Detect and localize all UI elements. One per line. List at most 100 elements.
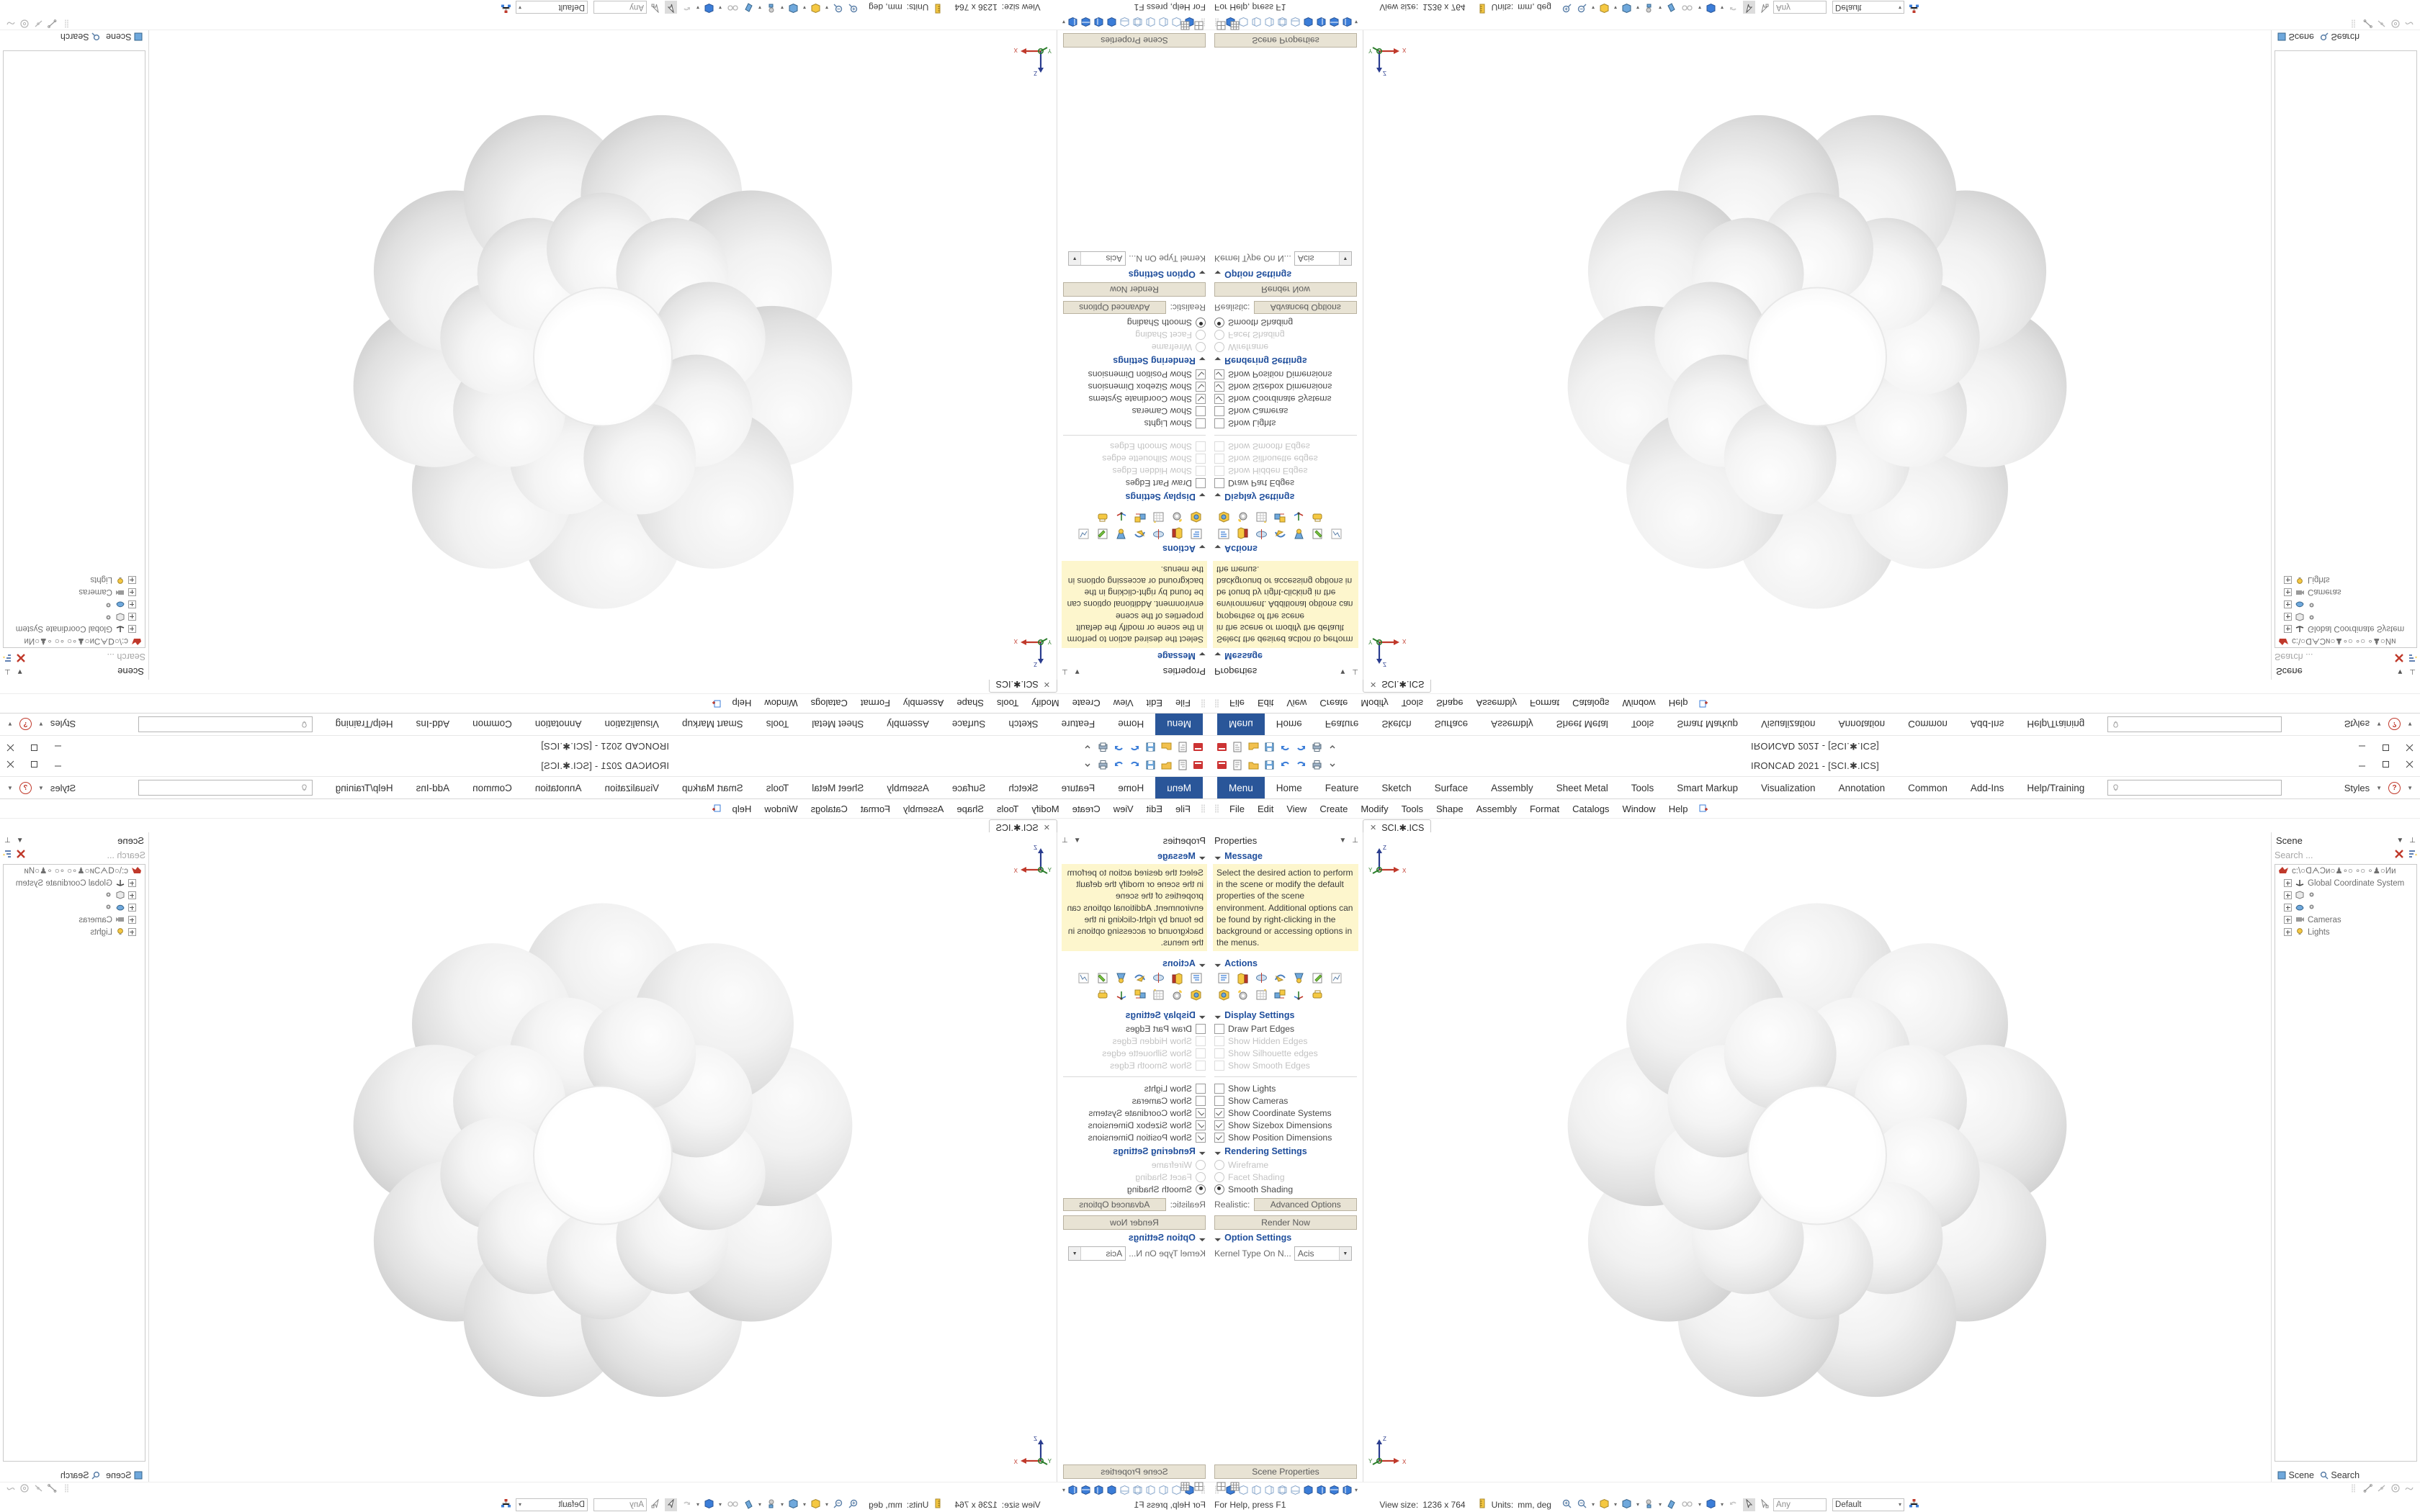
panel-pin-icon[interactable]: ⊥ bbox=[1352, 836, 1358, 845]
new-window-icon[interactable] bbox=[1698, 804, 1708, 814]
iso4-icon[interactable] bbox=[1067, 1485, 1078, 1495]
chevron-down-icon[interactable]: ▼ bbox=[37, 721, 44, 728]
checkbox-show-cameras[interactable] bbox=[1214, 1095, 1224, 1106]
iso2-icon[interactable] bbox=[1316, 17, 1327, 28]
menu-item-modify[interactable]: Modify bbox=[1031, 803, 1059, 814]
checkbox-show-position-dimensions[interactable] bbox=[1214, 1132, 1224, 1143]
display-settings-checkbox-list[interactable]: Draw Part Edges Show Hidden Edges Show S… bbox=[1210, 441, 1363, 490]
ribbon-tab-sketch[interactable]: Sketch bbox=[1381, 782, 1412, 793]
checkbox-show-lights[interactable] bbox=[1214, 418, 1224, 429]
new-icon[interactable] bbox=[1176, 759, 1188, 771]
ribbon-tab-tools[interactable]: Tools bbox=[766, 782, 789, 793]
ribbon-tab-home[interactable]: Home bbox=[1276, 719, 1302, 730]
ribbon-right-controls[interactable]: Styles ▼ ? ▼ bbox=[0, 777, 76, 798]
checkbox-row-show-sizebox-dimensions[interactable]: Show Sizebox Dimensions bbox=[1214, 381, 1363, 393]
collapse-triangle-icon-rendering[interactable]: ◢ bbox=[1214, 356, 1222, 365]
tree-row-root[interactable]: c:\○ᗡᗅƆᴎ○♟∘○ ∘○ ∘♟○Иᴎ bbox=[4, 635, 145, 647]
ribbon-tab-bar[interactable]: Menu Home Feature Sketch Surface Assembl… bbox=[1210, 713, 2420, 735]
sort-filter-icon[interactable] bbox=[3, 650, 13, 664]
iso3-icon[interactable] bbox=[1080, 1485, 1091, 1495]
chevron-down-icon[interactable]: ▼ bbox=[37, 784, 44, 791]
scene-tree[interactable]: c:\○ᗡᗅƆᴎ○♟∘○ ∘○ ∘♟○Иᴎ Global Coordinate … bbox=[3, 864, 145, 1462]
collapse-triangle-icon-actions[interactable]: ◢ bbox=[1214, 959, 1222, 968]
view-cube-toolbar[interactable]: ▾ bbox=[0, 1482, 1210, 1497]
collapse-triangle-icon-actions[interactable]: ◢ bbox=[1198, 544, 1206, 553]
menu-item-window[interactable]: Window bbox=[764, 803, 798, 814]
scene-footer-tab-search[interactable]: Search bbox=[60, 1470, 100, 1480]
chevron-down-icon-viewcube-status[interactable]: ▾ bbox=[696, 1501, 699, 1508]
radio-row-smooth-shading[interactable]: Smooth Shading bbox=[1057, 317, 1206, 329]
ribbon-tab-assembly[interactable]: Assembly bbox=[1491, 782, 1533, 793]
assembly-icon[interactable] bbox=[1133, 510, 1147, 524]
undo-view-icon[interactable] bbox=[1728, 1, 1739, 14]
gear-settings-icon[interactable] bbox=[1170, 510, 1184, 524]
grid-icon-1[interactable] bbox=[1193, 1481, 1204, 1495]
ribbon-tab-common[interactable]: Common bbox=[1908, 719, 1948, 730]
expander-icon-part[interactable] bbox=[128, 613, 136, 621]
chevron-down-icon-zoom[interactable]: ▾ bbox=[825, 4, 829, 11]
sort-filter-icon[interactable] bbox=[3, 849, 13, 863]
undo-icon[interactable] bbox=[1279, 741, 1291, 753]
panel-pin-icon[interactable]: ⊥ bbox=[1062, 667, 1068, 676]
scene-footer-tab-scene[interactable]: Scene bbox=[2277, 1470, 2314, 1480]
checkbox-show-coordinate-systems[interactable] bbox=[1214, 394, 1224, 405]
chevron-down-icon-style[interactable]: ▾ bbox=[518, 1501, 521, 1508]
window-controls[interactable] bbox=[2356, 742, 2416, 754]
document-tab[interactable]: ✕ SCI.✱.ICS bbox=[1363, 819, 1432, 834]
collapse-triangle-icon-display[interactable]: ◢ bbox=[1198, 1011, 1206, 1020]
smart-part-icon[interactable] bbox=[1189, 510, 1203, 524]
checkbox-row-show-lights[interactable]: Show Lights bbox=[1057, 418, 1206, 430]
printer-icon[interactable] bbox=[1095, 988, 1109, 1002]
bottom-left-tool-group[interactable] bbox=[1180, 1481, 1204, 1495]
checkbox-show-coordinate-systems[interactable] bbox=[1214, 1107, 1224, 1118]
menu-item-tools[interactable]: Tools bbox=[1401, 698, 1423, 709]
menu-item-catalogs[interactable]: Catalogs bbox=[810, 698, 848, 709]
scene-properties-button[interactable]: Scene Properties bbox=[1214, 33, 1357, 48]
select-arrow-icon[interactable] bbox=[1743, 1498, 1756, 1511]
chevron-down-icon-camera[interactable]: ▾ bbox=[1698, 1501, 1702, 1508]
save-icon[interactable] bbox=[1263, 759, 1276, 771]
checkbox-row-show-cameras[interactable]: Show Cameras bbox=[1057, 1094, 1206, 1107]
scene-panel-pin-icon[interactable]: ⊥ bbox=[2409, 836, 2416, 845]
redo-icon[interactable] bbox=[1113, 759, 1125, 771]
render-now-button[interactable]: Render Now bbox=[1214, 1215, 1357, 1230]
menu-bar[interactable]: File Edit View Create Modify Tools Shape… bbox=[0, 799, 1210, 819]
close-icon[interactable] bbox=[4, 758, 17, 770]
ribbon-tab-home[interactable]: Home bbox=[1118, 719, 1144, 730]
chevron-down-icon-light[interactable]: ▾ bbox=[758, 1501, 761, 1508]
customize-icon[interactable] bbox=[1327, 741, 1339, 753]
chevron-down-icon-camera[interactable]: ▾ bbox=[718, 1501, 722, 1508]
help-icon[interactable]: ? bbox=[19, 781, 32, 794]
expander-icon-cameras[interactable] bbox=[2284, 916, 2292, 924]
extrude-part-icon[interactable] bbox=[1170, 527, 1184, 541]
ribbon-tab-add-ins[interactable]: Add-Ins bbox=[1970, 719, 2004, 730]
render-mode-icon[interactable] bbox=[1599, 1, 1610, 14]
revolve-icon[interactable] bbox=[1152, 971, 1165, 985]
right-view-icon[interactable] bbox=[1132, 17, 1143, 28]
new-window-icon[interactable] bbox=[712, 804, 722, 814]
extrude-part-icon[interactable] bbox=[1236, 971, 1250, 985]
ribbon-tab-sketch[interactable]: Sketch bbox=[1008, 719, 1039, 730]
kernel-type-combobox[interactable]: Acis ▼ bbox=[1294, 251, 1352, 266]
zoom-in-icon[interactable] bbox=[1561, 1498, 1572, 1511]
chevron-down-icon-style[interactable]: ▾ bbox=[1899, 1501, 1902, 1508]
expander-icon-lights[interactable] bbox=[2284, 576, 2292, 584]
message-section-header[interactable]: ◢ Message bbox=[1210, 848, 1363, 863]
ribbon-tab-home[interactable]: Home bbox=[1118, 782, 1144, 793]
sketch-edit-icon[interactable] bbox=[1311, 971, 1325, 985]
checkbox-row-show-coordinate-systems[interactable]: Show Coordinate Systems bbox=[1214, 1107, 1363, 1119]
scene-search-input[interactable]: Search ... bbox=[2275, 850, 2313, 860]
expander-icon-cameras[interactable] bbox=[128, 916, 136, 924]
checkbox-row-show-lights[interactable]: Show Lights bbox=[1214, 1082, 1363, 1094]
window-controls[interactable] bbox=[4, 742, 64, 754]
top-view-icon[interactable] bbox=[1290, 17, 1301, 28]
print-icon[interactable] bbox=[1311, 759, 1323, 771]
open-icon[interactable] bbox=[1160, 759, 1173, 771]
ribbon-tab-surface[interactable]: Surface bbox=[951, 782, 986, 793]
circle-tool-icon[interactable] bbox=[2390, 16, 2401, 30]
style-combobox[interactable]: Default ▾ bbox=[515, 1, 588, 14]
tree-row-global-coordinate-system[interactable]: Global Coordinate System bbox=[4, 877, 145, 889]
tree-row-shape[interactable] bbox=[2275, 901, 2416, 914]
ribbon-tab-help-training[interactable]: Help/Training bbox=[2027, 782, 2085, 793]
ribbon-tab-surface[interactable]: Surface bbox=[951, 719, 986, 730]
